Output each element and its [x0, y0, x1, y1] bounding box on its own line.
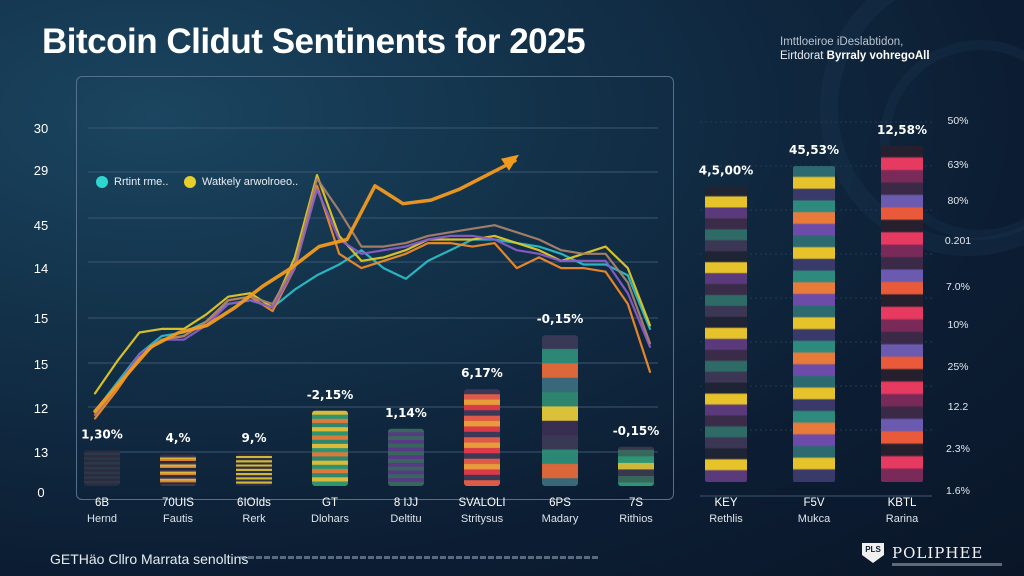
- series-line: [93, 177, 652, 416]
- x-tick-name: Rerk: [242, 513, 266, 525]
- x-tick-name: Rithios: [619, 513, 653, 525]
- x-tick-name: Dlohars: [311, 513, 349, 525]
- background-swirl: [880, 40, 1024, 240]
- right-x-tick-name: Rethlis: [709, 513, 743, 525]
- bar: [464, 389, 500, 486]
- right-bar-value-label: 12,58%: [877, 123, 927, 137]
- x-tick-name: Hernd: [87, 513, 117, 525]
- series-line: [93, 158, 517, 414]
- bar: [84, 450, 120, 486]
- right-bar: [881, 146, 923, 482]
- bar: [618, 446, 654, 486]
- right-x-tick-code: KBTL: [888, 497, 917, 509]
- series-line: [93, 188, 652, 416]
- right-axis-tick-label: 63%: [947, 159, 968, 171]
- y-tick-label: 14: [34, 261, 48, 276]
- bar-value-label: -2,15%: [307, 388, 354, 402]
- brand-logo: PLS POLIPHEE: [862, 543, 1002, 566]
- right-axis-tick-label: 0.201: [945, 235, 971, 247]
- y-tick-label: 30: [34, 121, 48, 136]
- x-tick-name: Fautis: [163, 513, 193, 525]
- y-tick-label: 12: [34, 401, 48, 416]
- legend-label: Rrtint rme..: [114, 176, 169, 188]
- right-x-tick-code: KEY: [714, 497, 737, 509]
- right-bar: [705, 186, 747, 482]
- y-tick-label: 13: [34, 445, 48, 460]
- right-axis-tick-label: 1.6%: [946, 485, 970, 497]
- right-bar: [793, 166, 835, 482]
- x-tick-code: SVALOLI: [458, 497, 505, 509]
- x-tick-name: Madary: [542, 513, 579, 525]
- x-tick-code: GT: [322, 497, 338, 509]
- bar-value-label: -0,15%: [537, 312, 584, 326]
- y-tick-label: 15: [34, 311, 48, 326]
- right-x-tick-name: Mukca: [798, 513, 831, 525]
- bar: [312, 410, 348, 486]
- subtitle-line-2: Eirtdorat Byrraly vohregoAll: [780, 49, 930, 63]
- y-tick-label: 29: [34, 163, 48, 178]
- x-tick-code: 7S: [629, 497, 643, 509]
- bar-value-label: 4,%: [166, 431, 191, 445]
- trend-arrow-head-icon: [501, 154, 519, 171]
- subtitle-line-1: Imttloeiroe iDeslabtidon,: [780, 36, 904, 48]
- legend-item-1: Watkely arwolroeo..: [184, 176, 298, 188]
- x-tick-code: 6IOIds: [237, 497, 271, 509]
- right-x-tick-name: Rarina: [886, 513, 919, 525]
- right-axis-tick-label: 12.2: [948, 401, 969, 413]
- bar: [388, 428, 424, 486]
- page-title: Bitcoin Clidut Sentinents for 2025: [42, 22, 586, 61]
- x-tick-code: 6PS: [549, 497, 571, 509]
- legend-swatch-yellow-icon: [184, 176, 196, 188]
- y-tick-label: 45: [34, 218, 48, 233]
- bar-value-label: 1,30%: [81, 427, 123, 441]
- subtitle-line-2-b: Byrraly vohregoAll: [826, 50, 930, 62]
- right-axis-tick-label: 10%: [947, 319, 968, 331]
- x-tick-code: 8 IJJ: [394, 497, 418, 509]
- bar: [160, 454, 196, 486]
- right-x-tick-code: F5V: [803, 497, 824, 509]
- brand-tagline: [892, 563, 1002, 566]
- legend-label: Watkely arwolroeo..: [202, 176, 299, 188]
- x-tick-code: 70UIS: [162, 497, 194, 509]
- x-tick-code: 6B: [95, 497, 109, 509]
- right-axis-tick-label: 80%: [947, 195, 968, 207]
- brand-name: POLIPHEE: [892, 544, 984, 562]
- x-tick-name: Deltitu: [390, 513, 421, 525]
- bar-value-label: 1,14%: [385, 406, 427, 420]
- bar: [542, 335, 578, 486]
- legend-item-0: Rrtint rme..: [96, 176, 168, 188]
- footer-caption: GETHäo Cllro Marrata senoltins: [50, 551, 249, 567]
- bar: [236, 454, 272, 486]
- subtitle-line-2-a: Eirtdorat: [780, 50, 827, 62]
- right-axis-tick-label: 2.3%: [946, 443, 970, 455]
- line-chart-panel: [76, 76, 674, 500]
- legend-swatch-cyan-icon: [96, 176, 108, 188]
- right-bar-value-label: 4,5,00%: [699, 163, 754, 177]
- bar-value-label: -0,15%: [613, 424, 660, 438]
- right-axis-tick-label: 7.0%: [946, 281, 970, 293]
- y-tick-label: 0: [37, 485, 44, 500]
- right-bar-value-label: 45,53%: [789, 143, 839, 157]
- x-tick-name: Stritysus: [461, 513, 504, 525]
- shield-icon: PLS: [862, 543, 884, 563]
- subtitle: Imttloeiroe iDeslabtidon, Eirtdorat Byrr…: [780, 35, 930, 63]
- footer-fine-print: [240, 556, 600, 559]
- right-axis-tick-label: 25%: [947, 361, 968, 373]
- bar-value-label: 9,%: [242, 431, 267, 445]
- y-tick-label: 15: [34, 357, 48, 372]
- bar-value-label: 6,17%: [461, 366, 503, 380]
- right-axis-tick-label: 50%: [947, 115, 968, 127]
